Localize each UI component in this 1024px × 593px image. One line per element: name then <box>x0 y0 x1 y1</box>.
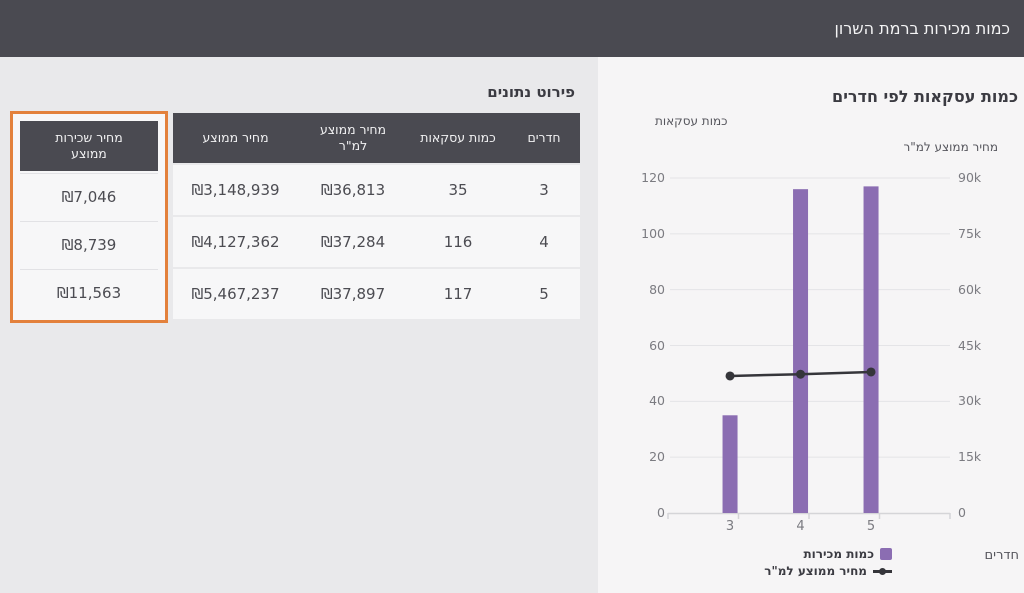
tick-label: 75k <box>958 225 982 241</box>
legend-item-avg-price[interactable]: מחיר ממוצע למ"ר <box>764 564 892 578</box>
column-header-avg-price[interactable]: מחיר ממוצע <box>202 129 269 145</box>
cell-deal-count: 117 <box>443 285 473 303</box>
tick-label: 100 <box>641 225 665 241</box>
rent-column-header: מחיר שכירות ממוצע <box>20 121 158 171</box>
left-axis-label: כמות עסקאות <box>655 114 728 128</box>
rent-value-cell[interactable]: ₪8,739 <box>20 221 158 267</box>
x-category-label: 5 <box>866 519 876 534</box>
combo-chart[interactable] <box>598 57 1024 593</box>
chart-title: כמות עסקאות לפי חדרים <box>832 87 1018 106</box>
cell-avg-price: ₪5,467,237 <box>191 285 280 303</box>
cell-deal-count: 116 <box>443 233 473 251</box>
column-header-rooms[interactable]: חדרים <box>527 129 561 145</box>
cell-avg-price-sqm: ₪36,813 <box>320 181 386 199</box>
tick-label: 60 <box>649 337 665 353</box>
page-title: כמות מכירות ברמת השרון <box>834 19 1010 38</box>
data-table: חדרים כמות עסקאות מחיר ממוצע למ"ר מחיר מ… <box>173 113 580 319</box>
tick-label: 0 <box>958 505 966 520</box>
x-category-label: 4 <box>796 519 805 534</box>
cell-avg-price-sqm: ₪37,284 <box>320 233 386 251</box>
tick-label: 0 <box>657 505 665 520</box>
table-row[interactable]: 5 117 ₪37,897 ₪5,467,237 <box>173 269 580 319</box>
chart-legend: כמות מכירות מחיר ממוצע למ"ר <box>764 547 892 578</box>
bar-series-swatch <box>880 548 892 560</box>
cell-rooms: 5 <box>539 285 549 303</box>
data-details-panel: פירוט נתונים מחיר שכירות ממוצע ₪7,046 ₪8… <box>0 57 598 593</box>
column-header-avg-price-sqm[interactable]: מחיר ממוצע למ"ר <box>319 121 387 153</box>
cell-avg-price: ₪4,127,362 <box>191 233 280 251</box>
tick-label: 15k <box>958 449 982 465</box>
line-series-swatch <box>873 565 892 577</box>
tick-label: 45k <box>958 337 982 353</box>
right-axis-label: מחיר ממוצע למ"ר <box>903 140 998 154</box>
tick-label: 80 <box>649 281 665 297</box>
section-title: פירוט נתונים <box>487 83 575 101</box>
tick-label: 60k <box>958 281 982 297</box>
x-axis-title: חדרים <box>984 548 1019 563</box>
table-row[interactable]: 3 35 ₪36,813 ₪3,148,939 <box>173 165 580 215</box>
rent-value-cell[interactable]: ₪7,046 <box>20 173 158 219</box>
tick-label: 120 <box>641 170 665 185</box>
tick-label: 30k <box>958 393 982 409</box>
table-row[interactable]: 4 116 ₪37,284 ₪4,127,362 <box>173 217 580 267</box>
rent-column-highlight[interactable]: מחיר שכירות ממוצע ₪7,046 ₪8,739 ₪11,563 <box>10 111 168 323</box>
app-header: כמות מכירות ברמת השרון <box>0 0 1024 57</box>
tick-label: 20 <box>649 449 665 465</box>
cell-avg-price: ₪3,148,939 <box>191 181 280 199</box>
cell-rooms: 3 <box>539 181 549 199</box>
tick-label: 90k <box>958 170 982 185</box>
legend-item-sales[interactable]: כמות מכירות <box>803 547 892 561</box>
chart-panel: כמות עסקאות לפי חדרים כמות עסקאות מחיר מ… <box>598 57 1024 593</box>
cell-avg-price-sqm: ₪37,897 <box>320 285 386 303</box>
column-header-deal-count[interactable]: כמות עסקאות <box>420 129 496 145</box>
cell-rooms: 4 <box>539 233 549 251</box>
x-category-label: 3 <box>725 519 735 534</box>
rent-value-cell[interactable]: ₪11,563 <box>20 269 158 315</box>
table-header-row: חדרים כמות עסקאות מחיר ממוצע למ"ר מחיר מ… <box>173 113 580 163</box>
cell-deal-count: 35 <box>448 181 468 199</box>
tick-label: 40 <box>649 393 665 409</box>
